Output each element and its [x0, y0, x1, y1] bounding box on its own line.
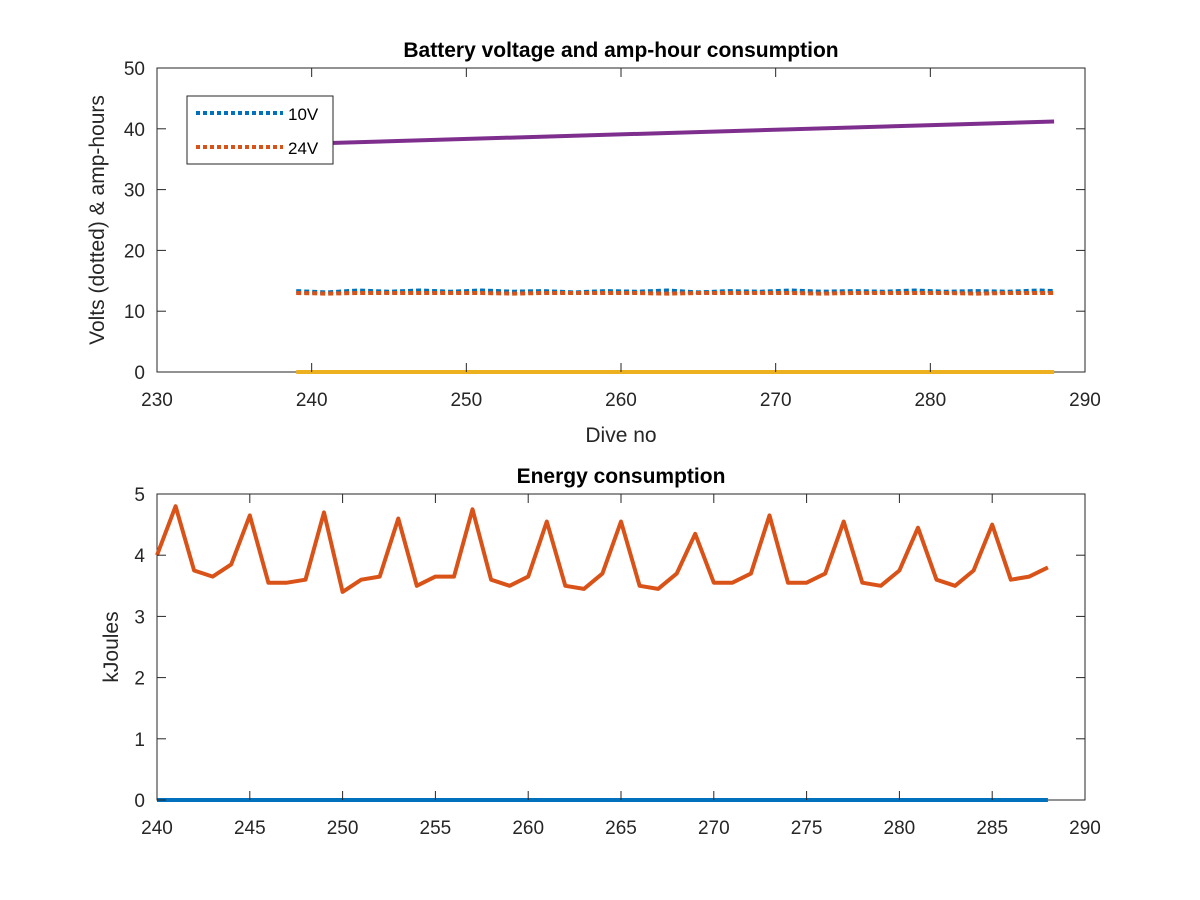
energy-x-tick-label: 245 [234, 818, 266, 839]
voltage-legend: 10V 24V [186, 95, 334, 165]
voltage-y-tick-label: 30 [124, 181, 145, 202]
voltage-x-tick-label: 260 [605, 390, 637, 411]
energy-y-tick-label: 4 [134, 546, 145, 567]
voltage-x-tick-label: 270 [760, 390, 792, 411]
energy-x-tick-label: 280 [884, 818, 916, 839]
energy-x-tick-label: 285 [976, 818, 1008, 839]
energy-x-tick-label: 260 [512, 818, 544, 839]
voltage-series-line-3 [296, 119, 1055, 146]
voltage-series-line-1 [296, 291, 1055, 296]
legend-label-10v: 10V [288, 105, 319, 124]
voltage-series-group [296, 119, 1055, 374]
voltage-x-tick-label: 280 [914, 390, 946, 411]
energy-subplot: 240 245 250 255 260 265 270 275 280 285 290012345 … [100, 465, 1101, 839]
voltage-y-tick-label: 40 [124, 120, 145, 141]
voltage-x-tick-label: 290 [1069, 390, 1101, 411]
legend-box [186, 95, 334, 165]
voltage-y-axis-label: Volts (dotted) & amp-hours [86, 95, 109, 345]
voltage-y-tick-label: 20 [124, 241, 145, 262]
energy-x-tick-label: 255 [420, 818, 452, 839]
energy-y-tick-label: 1 [134, 730, 145, 751]
voltage-x-tick-label: 250 [450, 390, 482, 411]
voltage-x-tick-label: 240 [296, 390, 328, 411]
energy-x-tick-label: 240 [141, 818, 173, 839]
energy-y-axis-label: kJoules [100, 611, 123, 682]
voltage-x-axis-label: Dive no [585, 424, 656, 447]
energy-ticks-group: 240 245 250 255 260 265 270 275 280 285 290 0 1 2 3 4 5 [134, 485, 1100, 839]
voltage-y-tick-label: 0 [134, 363, 145, 384]
voltage-subplot: 230 240 250 260 270 280 290 0 10 20 30 40 50 Battery… [86, 39, 1101, 447]
energy-y-tick-label: 2 [134, 669, 145, 690]
energy-y-tick-label: 3 [134, 607, 145, 628]
energy-x-tick-label: 275 [791, 818, 823, 839]
legend-label-24v: 24V [288, 139, 319, 158]
voltage-ticks-group: 230 240 250 260 270 280 290 0 10 20 30 40 50 [124, 59, 1101, 411]
energy-y-tick-label: 0 [134, 791, 145, 812]
energy-series-line-0 [155, 504, 1049, 594]
energy-x-tick-label: 250 [327, 818, 359, 839]
energy-y-tick-label: 5 [134, 485, 145, 506]
voltage-x-tick-label: 230 [141, 390, 173, 411]
energy-x-tick-label: 270 [698, 818, 730, 839]
energy-axes-box [156, 493, 1086, 801]
voltage-chart-title: Battery voltage and amp-hour consumption [403, 39, 838, 62]
energy-x-tick-label: 265 [605, 818, 637, 839]
voltage-y-tick-label: 10 [124, 302, 145, 323]
energy-chart-title: Energy consumption [517, 465, 726, 488]
voltage-y-tick-label: 50 [124, 59, 145, 80]
energy-x-tick-label: 290 [1069, 818, 1101, 839]
